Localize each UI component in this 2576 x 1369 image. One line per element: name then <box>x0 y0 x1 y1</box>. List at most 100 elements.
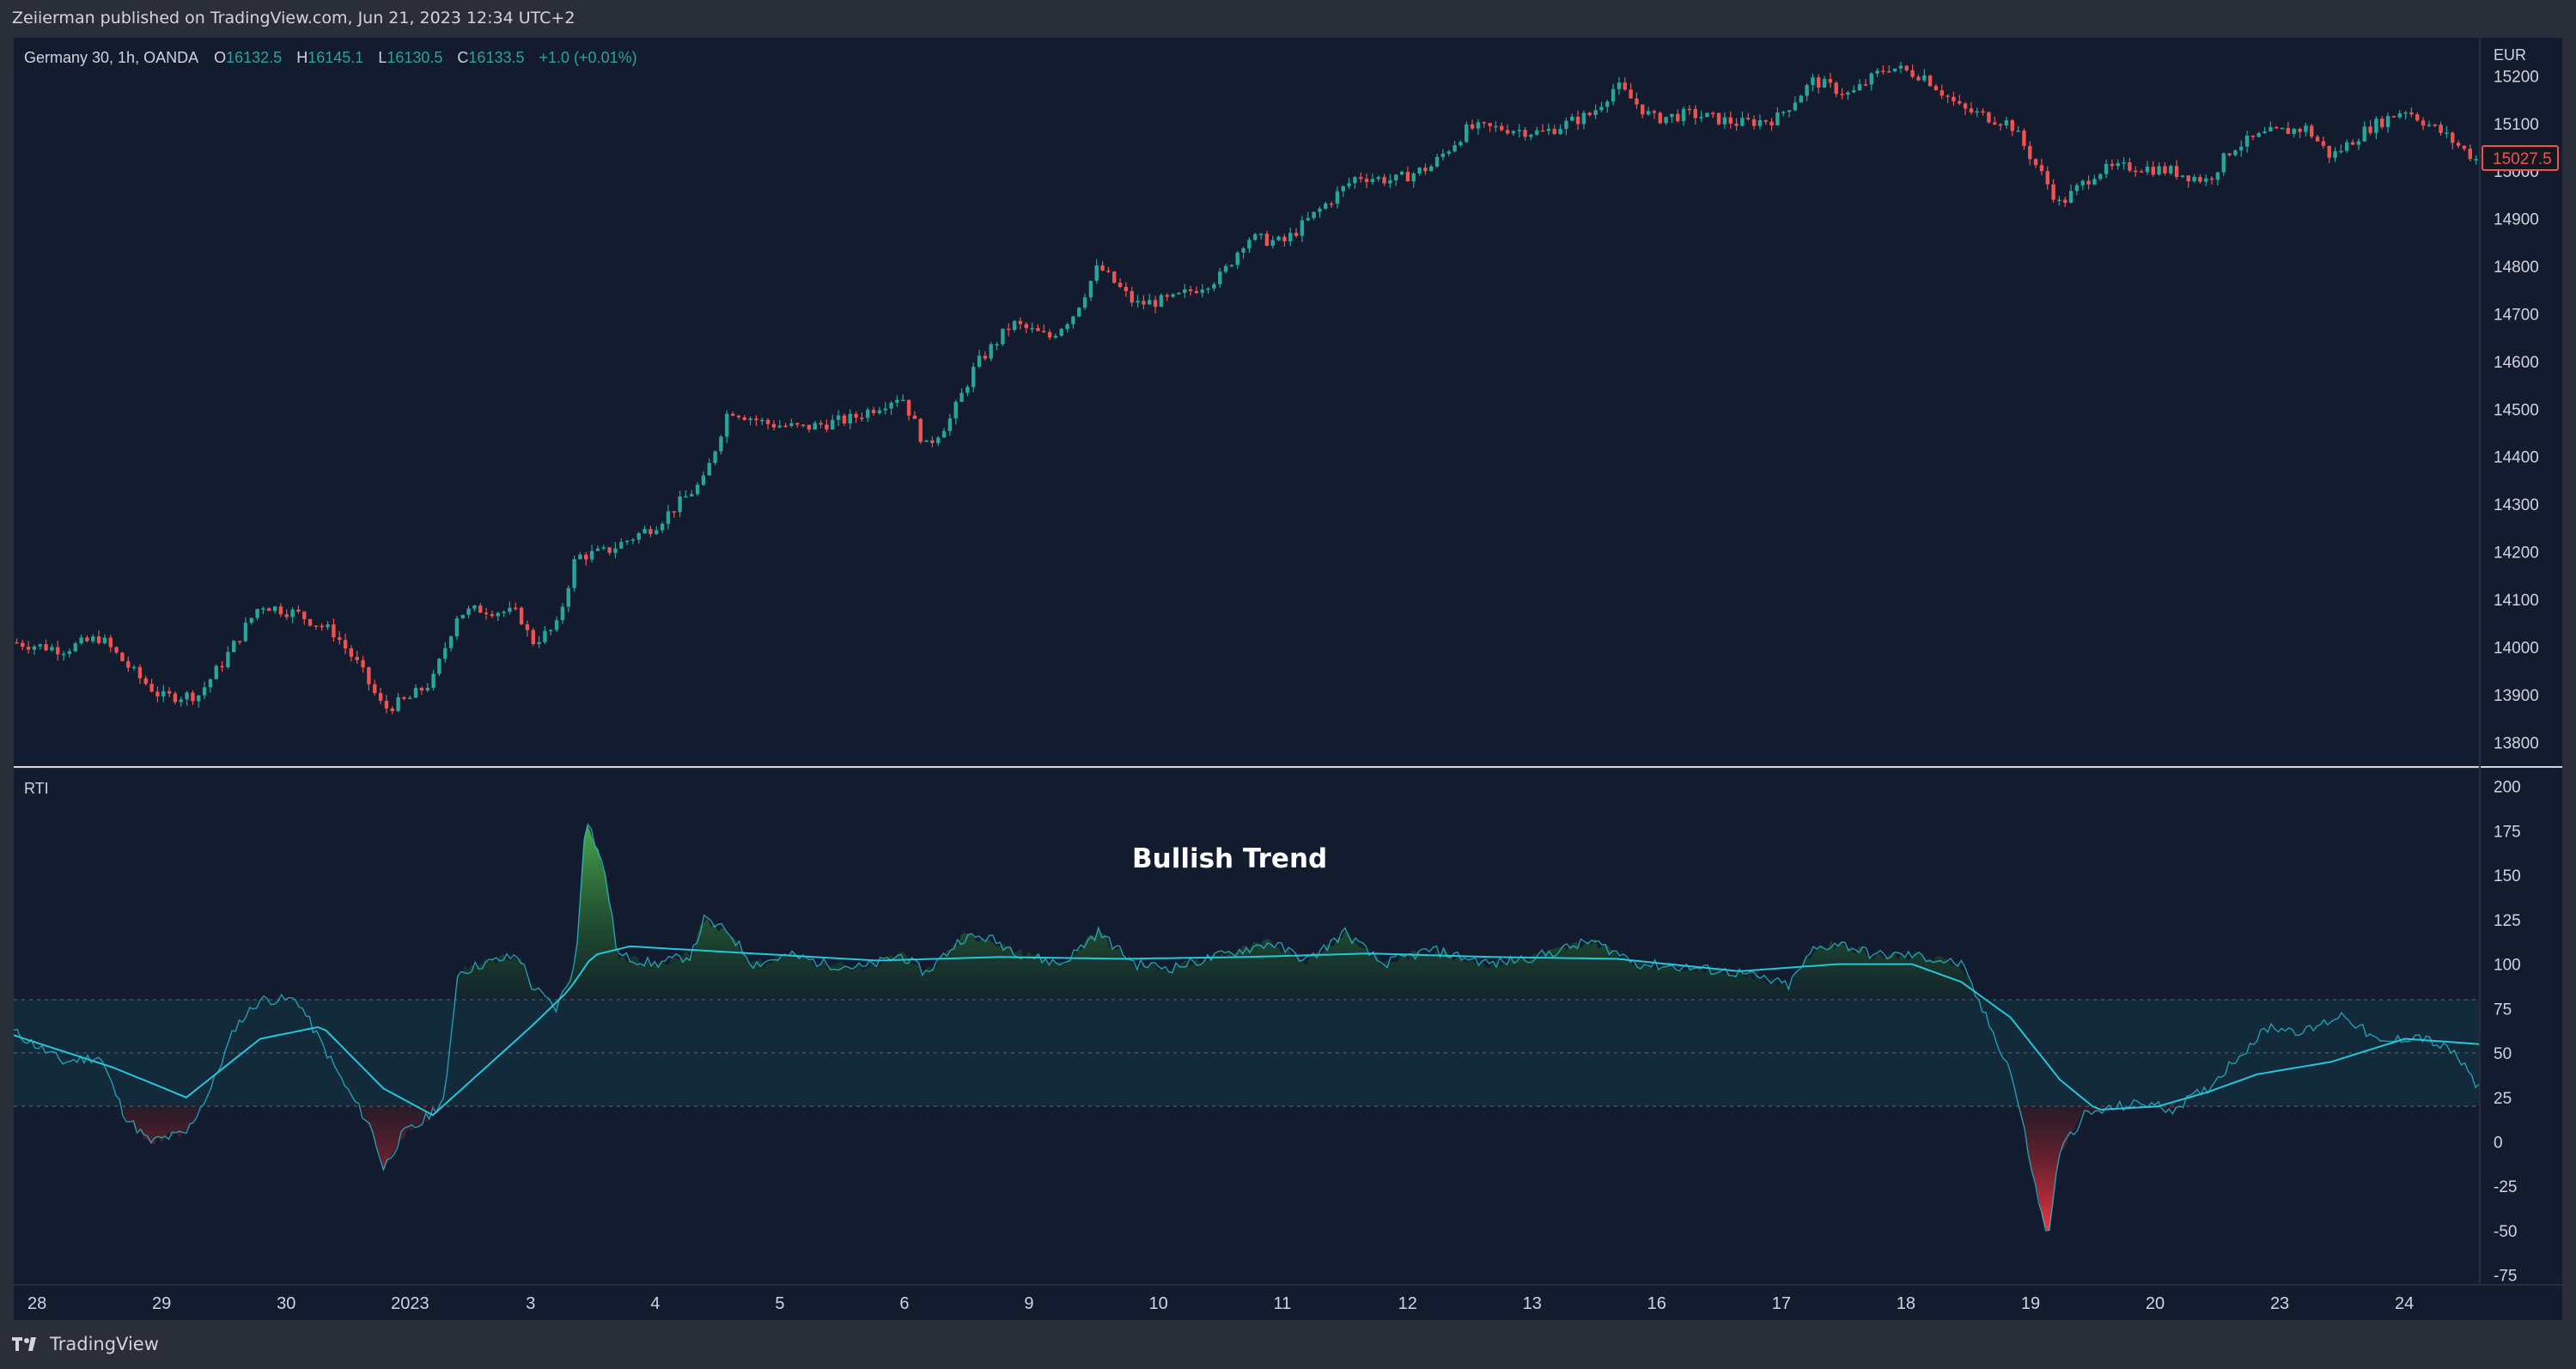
candle-body <box>2151 167 2155 175</box>
candle-body <box>836 415 841 420</box>
candle-body <box>2022 131 2026 146</box>
candle-body <box>1664 117 1668 124</box>
candle-body <box>725 413 729 437</box>
rti-tick-label: 25 <box>2494 1090 2512 1108</box>
candle-body <box>332 624 336 637</box>
candle-body <box>1347 183 1351 186</box>
candle-body <box>26 647 31 650</box>
candle-body <box>2063 199 2067 204</box>
candle-body <box>2045 171 2049 185</box>
price-tick-label: 14600 <box>2494 354 2539 372</box>
candle-body <box>2215 172 2220 180</box>
candle-body <box>860 417 864 419</box>
candle-body <box>995 344 999 346</box>
candle-body <box>1623 82 1627 90</box>
candle-body <box>613 548 618 553</box>
candle-body <box>1434 156 1440 167</box>
candle-body <box>367 666 371 684</box>
time-axis[interactable] <box>14 1286 2562 1320</box>
candle-body <box>630 539 636 541</box>
candle-body <box>1641 104 1645 115</box>
candle-body <box>1106 270 1111 272</box>
candle-body <box>472 605 477 609</box>
candle-body <box>1734 123 1739 126</box>
candle-body <box>601 547 606 549</box>
candle-body <box>1482 122 1486 124</box>
candle-body <box>1494 125 1498 128</box>
high-value: 16145.1 <box>308 49 363 66</box>
candle-body <box>1229 265 1234 267</box>
candle-body <box>1963 103 1968 109</box>
price-pane[interactable] <box>14 38 2479 766</box>
candle-body <box>50 647 54 651</box>
candle-body <box>1840 94 1844 95</box>
candle-body <box>842 415 847 424</box>
candle-body <box>1459 142 1463 146</box>
candle-body <box>2421 120 2426 126</box>
candle-body <box>918 418 923 442</box>
price-axis[interactable] <box>2481 38 2562 1284</box>
candle-body <box>825 424 829 430</box>
price-axis-ticks: 13800 13900 14000 14100 14200 14300 14400 14500… <box>2494 68 2539 752</box>
candle-body <box>560 606 565 621</box>
candle-body <box>537 642 541 644</box>
rti-signal-line <box>13 945 2480 1116</box>
candle-body <box>320 625 324 628</box>
candle-body <box>1429 166 1434 172</box>
candle-body <box>672 511 676 513</box>
candle-body <box>15 642 19 644</box>
candle-body <box>349 648 354 657</box>
rti-title[interactable]: RTI <box>24 780 49 797</box>
candle-body <box>197 695 201 702</box>
publish-header: Zeiierman published on TradingView.com, … <box>12 9 575 27</box>
candle-body <box>1500 125 1504 131</box>
candle-body <box>1059 329 1063 336</box>
candle-body <box>2233 150 2238 155</box>
price-tick-label: 13800 <box>2494 734 2539 752</box>
rti-fill-areas <box>14 824 2479 1232</box>
candle-body <box>1916 76 1921 81</box>
candle-body <box>1834 82 1838 94</box>
time-tick-label: 24 <box>2395 1294 2414 1313</box>
candle-body <box>1394 174 1398 181</box>
candle-body <box>408 697 412 699</box>
candle-body <box>572 559 576 588</box>
candle-body <box>437 659 442 674</box>
candle-body <box>425 687 429 691</box>
candle-body <box>959 392 964 402</box>
candle-body <box>1370 179 1375 182</box>
candle-body <box>866 410 870 418</box>
candle-body <box>2374 119 2378 133</box>
candle-body <box>478 605 483 613</box>
candle-body <box>1294 233 1299 236</box>
footer-brand[interactable]: TradingView <box>12 1334 159 1354</box>
candle-body <box>642 528 647 533</box>
time-tick-label: 28 <box>27 1294 46 1313</box>
candle-body <box>889 402 893 409</box>
candle-body <box>1846 92 1850 95</box>
candle-body <box>502 611 506 613</box>
candle-body <box>384 700 389 709</box>
candle-body <box>742 417 746 421</box>
candle-body <box>2174 166 2179 177</box>
candle-body <box>2204 178 2208 182</box>
candle-body <box>1264 234 1270 246</box>
time-tick-label: 23 <box>2270 1294 2289 1313</box>
candle-body <box>1206 288 1210 290</box>
time-tick-label: 13 <box>1523 1294 1542 1313</box>
candle-body <box>2451 132 2455 143</box>
candle-body <box>854 413 858 418</box>
candle-body <box>1593 110 1598 116</box>
currency-label[interactable]: EUR <box>2494 46 2526 64</box>
symbol-label[interactable]: Germany 30, 1h, OANDA <box>24 49 198 66</box>
time-tick-label: 11 <box>1274 1294 1292 1313</box>
candle-body <box>549 630 553 632</box>
candle-body <box>378 692 383 701</box>
candle-body <box>466 608 471 615</box>
candle-body <box>1359 177 1363 179</box>
candle-body <box>232 641 236 653</box>
candle-body <box>1716 113 1721 125</box>
candle-body <box>1223 265 1228 272</box>
candle-body <box>272 606 277 611</box>
